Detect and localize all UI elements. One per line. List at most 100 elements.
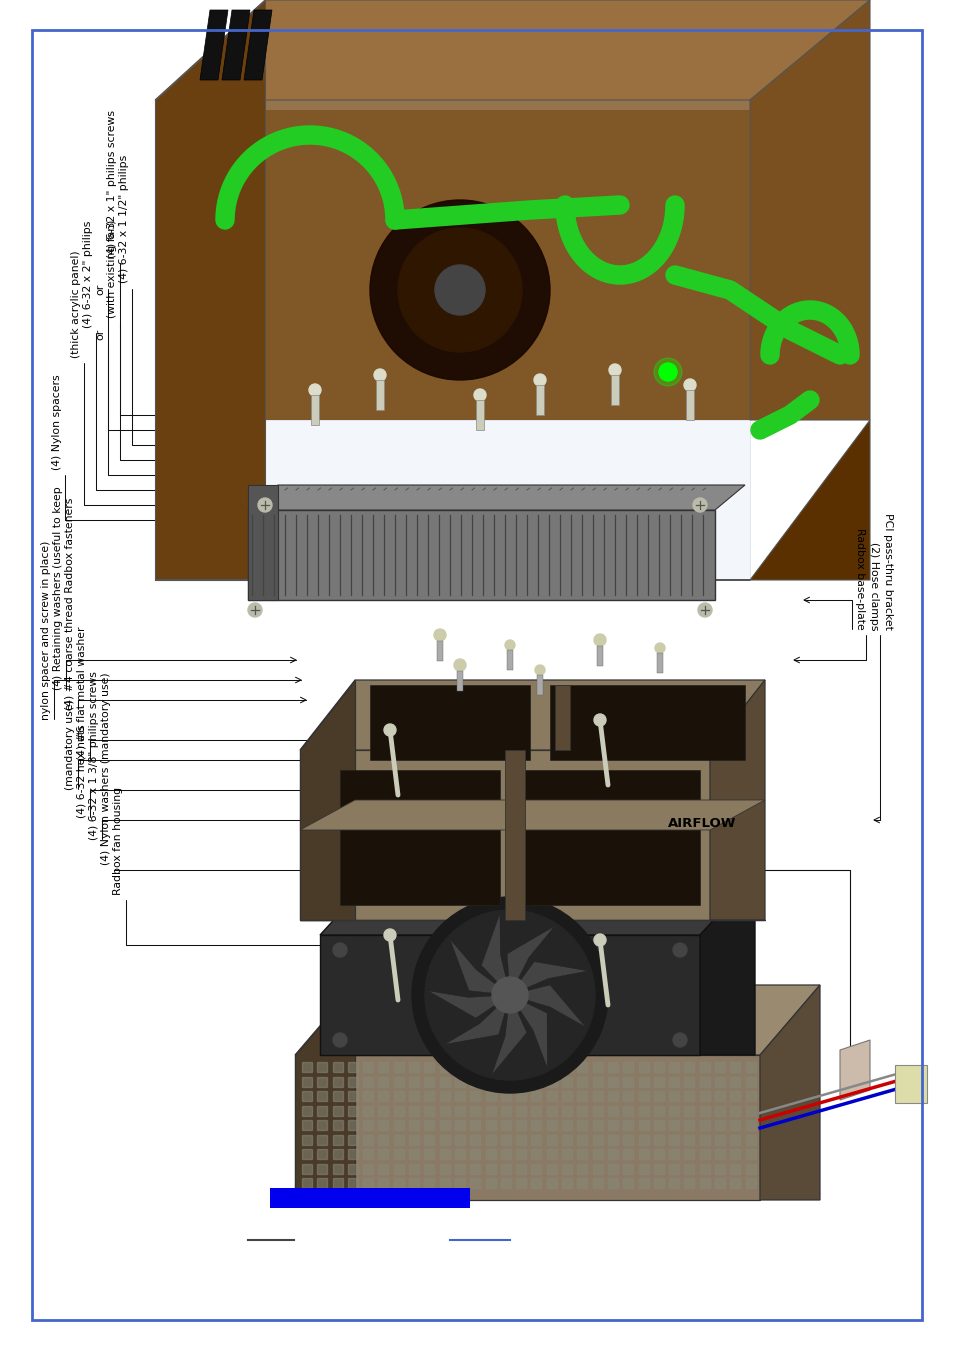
Polygon shape bbox=[378, 1134, 388, 1145]
Polygon shape bbox=[333, 1106, 342, 1115]
Polygon shape bbox=[531, 1134, 541, 1145]
Polygon shape bbox=[317, 1149, 327, 1160]
Circle shape bbox=[672, 944, 686, 957]
Polygon shape bbox=[348, 1106, 357, 1115]
Polygon shape bbox=[668, 1149, 679, 1160]
Circle shape bbox=[692, 498, 706, 512]
Polygon shape bbox=[516, 1164, 526, 1173]
Polygon shape bbox=[638, 1062, 648, 1072]
Polygon shape bbox=[653, 1149, 663, 1160]
Polygon shape bbox=[700, 1091, 709, 1102]
Polygon shape bbox=[302, 1120, 312, 1130]
Circle shape bbox=[309, 383, 320, 396]
Polygon shape bbox=[424, 1179, 434, 1188]
Polygon shape bbox=[394, 1106, 403, 1115]
Polygon shape bbox=[546, 1091, 557, 1102]
Polygon shape bbox=[730, 1149, 740, 1160]
Polygon shape bbox=[607, 1076, 618, 1087]
Bar bbox=[375, 379, 384, 410]
Polygon shape bbox=[684, 1091, 694, 1102]
Polygon shape bbox=[455, 1120, 464, 1130]
Polygon shape bbox=[348, 1149, 357, 1160]
Polygon shape bbox=[709, 680, 764, 919]
Polygon shape bbox=[577, 1106, 587, 1115]
Polygon shape bbox=[348, 1076, 357, 1087]
Polygon shape bbox=[485, 1149, 495, 1160]
Polygon shape bbox=[348, 1179, 357, 1188]
Polygon shape bbox=[715, 1106, 724, 1115]
Polygon shape bbox=[622, 1062, 633, 1072]
Polygon shape bbox=[546, 1106, 557, 1115]
Polygon shape bbox=[317, 1179, 327, 1188]
Polygon shape bbox=[363, 1062, 373, 1072]
Polygon shape bbox=[302, 1106, 312, 1115]
Polygon shape bbox=[439, 1164, 449, 1173]
Polygon shape bbox=[248, 510, 714, 599]
Polygon shape bbox=[299, 680, 355, 919]
Circle shape bbox=[654, 358, 681, 386]
Polygon shape bbox=[546, 1179, 557, 1188]
Polygon shape bbox=[592, 1120, 602, 1130]
Polygon shape bbox=[668, 1091, 679, 1102]
Polygon shape bbox=[668, 1062, 679, 1072]
Bar bbox=[506, 649, 513, 670]
Text: (4) Nylon spacers: (4) Nylon spacers bbox=[52, 374, 62, 470]
Polygon shape bbox=[409, 1120, 418, 1130]
Text: or: or bbox=[95, 329, 105, 340]
Polygon shape bbox=[745, 1062, 755, 1072]
Polygon shape bbox=[531, 1149, 541, 1160]
Polygon shape bbox=[409, 1076, 418, 1087]
Polygon shape bbox=[244, 9, 272, 80]
Polygon shape bbox=[348, 1062, 357, 1072]
Text: (4) 6-32 x 2" philips: (4) 6-32 x 2" philips bbox=[83, 220, 92, 328]
Polygon shape bbox=[745, 1120, 755, 1130]
Polygon shape bbox=[531, 1179, 541, 1188]
Text: or: or bbox=[95, 284, 105, 296]
Polygon shape bbox=[363, 1134, 373, 1145]
Text: (4) 6-32 x 1 3/8" philips screws: (4) 6-32 x 1 3/8" philips screws bbox=[89, 671, 99, 840]
Circle shape bbox=[659, 363, 677, 381]
Polygon shape bbox=[577, 1076, 587, 1087]
Polygon shape bbox=[516, 1062, 526, 1072]
Polygon shape bbox=[684, 1076, 694, 1087]
Polygon shape bbox=[684, 1062, 694, 1072]
Polygon shape bbox=[370, 684, 530, 760]
Polygon shape bbox=[481, 914, 510, 995]
Polygon shape bbox=[317, 1106, 327, 1115]
Bar bbox=[270, 1188, 470, 1208]
Polygon shape bbox=[577, 1134, 587, 1145]
Polygon shape bbox=[561, 1164, 572, 1173]
Polygon shape bbox=[333, 1179, 342, 1188]
Polygon shape bbox=[546, 1120, 557, 1130]
Circle shape bbox=[374, 369, 386, 381]
Polygon shape bbox=[638, 1076, 648, 1087]
Polygon shape bbox=[378, 1106, 388, 1115]
Polygon shape bbox=[363, 1076, 373, 1087]
Polygon shape bbox=[500, 1164, 511, 1173]
Polygon shape bbox=[700, 1062, 709, 1072]
Polygon shape bbox=[638, 1164, 648, 1173]
Polygon shape bbox=[592, 1179, 602, 1188]
Polygon shape bbox=[684, 1120, 694, 1130]
Polygon shape bbox=[294, 986, 820, 1054]
Polygon shape bbox=[516, 1179, 526, 1188]
Polygon shape bbox=[700, 875, 754, 1054]
Polygon shape bbox=[531, 1120, 541, 1130]
Polygon shape bbox=[424, 1164, 434, 1173]
Polygon shape bbox=[607, 1062, 618, 1072]
Polygon shape bbox=[363, 1179, 373, 1188]
Polygon shape bbox=[333, 1076, 342, 1087]
Circle shape bbox=[257, 498, 272, 512]
Polygon shape bbox=[504, 751, 524, 919]
Polygon shape bbox=[531, 1076, 541, 1087]
Polygon shape bbox=[700, 1106, 709, 1115]
Polygon shape bbox=[409, 1062, 418, 1072]
Polygon shape bbox=[444, 995, 510, 1045]
Polygon shape bbox=[638, 1179, 648, 1188]
Polygon shape bbox=[378, 1164, 388, 1173]
Circle shape bbox=[698, 603, 711, 617]
Circle shape bbox=[435, 265, 484, 315]
Polygon shape bbox=[577, 1149, 587, 1160]
Polygon shape bbox=[519, 769, 700, 904]
Polygon shape bbox=[592, 1149, 602, 1160]
